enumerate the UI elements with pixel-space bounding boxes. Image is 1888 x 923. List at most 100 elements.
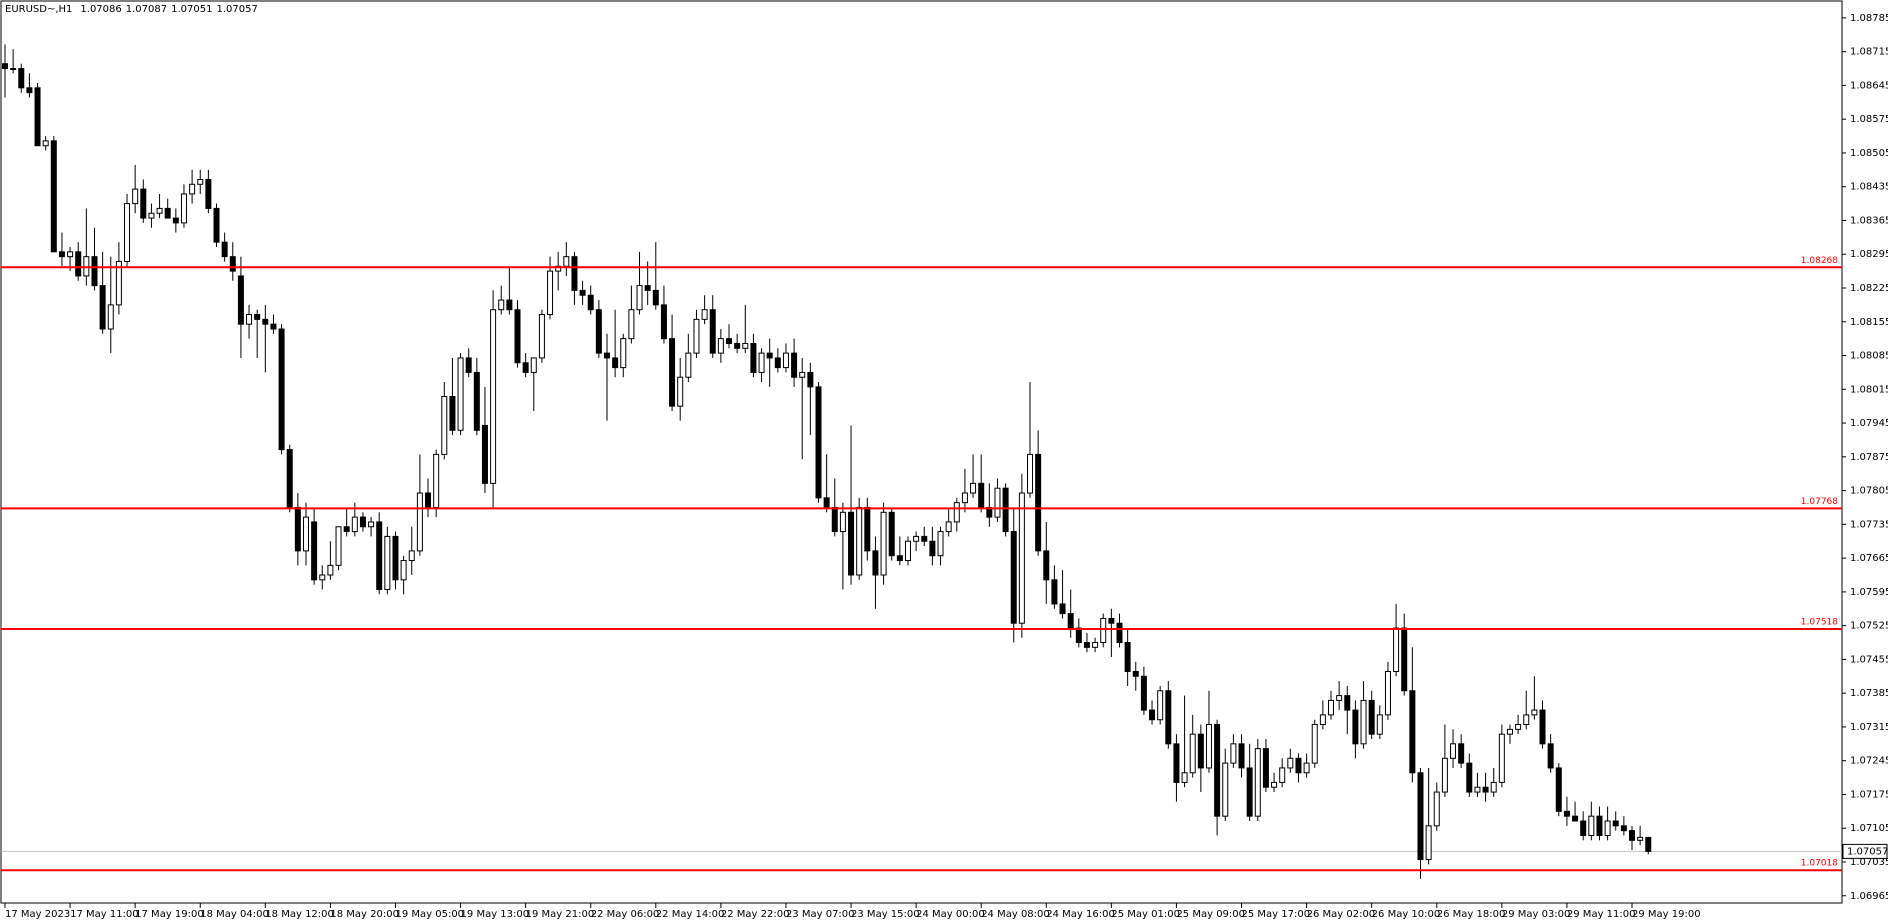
candle-body	[1010, 531, 1017, 624]
candle-body	[1433, 791, 1440, 827]
candle-body	[1181, 772, 1188, 783]
candle-body	[10, 68, 17, 71]
candle-body	[1238, 743, 1245, 769]
candle-body	[132, 188, 139, 205]
candle-body	[896, 555, 903, 562]
y-tick-label: 1.08015	[1850, 384, 1888, 395]
candle-body	[774, 357, 781, 369]
y-tick-label: 1.06965	[1850, 891, 1888, 902]
candle-body	[1271, 781, 1278, 788]
candle-body	[1319, 714, 1326, 726]
plot-frame	[0, 0, 1843, 904]
candle-body	[213, 207, 220, 243]
candle-body	[1563, 810, 1570, 817]
candle-body	[620, 338, 627, 369]
candle-body	[1246, 767, 1253, 817]
candle-body	[164, 207, 171, 219]
candle-body	[270, 323, 277, 330]
x-tick-label: 23 May 07:00	[786, 909, 855, 920]
candle-body	[961, 492, 968, 504]
candle-body	[1466, 762, 1473, 793]
candle-body	[180, 193, 187, 224]
candle-body	[799, 371, 806, 378]
candle-body	[953, 502, 960, 523]
candle-body	[701, 309, 708, 320]
candle-body	[538, 314, 545, 359]
candle-body	[490, 309, 497, 484]
candle-body	[408, 550, 415, 562]
y-tick-label: 1.07665	[1850, 553, 1888, 564]
candle-body	[1002, 487, 1009, 533]
candle-body	[246, 314, 253, 325]
candle-body	[58, 251, 65, 258]
y-tick-label: 1.07875	[1850, 452, 1888, 463]
candle-body	[1604, 820, 1611, 836]
current-price-box	[1842, 843, 1888, 859]
candle-body	[994, 487, 1001, 518]
candle-body	[848, 511, 855, 576]
x-tick-label: 19 May 05:00	[395, 909, 464, 920]
candle-body	[197, 178, 204, 185]
candle-body	[302, 516, 309, 552]
x-tick-label: 18 May 12:00	[265, 909, 334, 920]
x-tick-label: 22 May 14:00	[656, 909, 725, 920]
candle-body	[563, 256, 570, 267]
candle-body	[327, 564, 334, 576]
candle-body	[368, 521, 375, 528]
candle-body	[1140, 675, 1147, 711]
level-label: 1.07768	[1801, 497, 1838, 507]
candle-body	[1498, 733, 1505, 783]
candle-body	[669, 338, 676, 407]
candle-body	[1067, 613, 1074, 629]
candle-body	[652, 289, 659, 306]
candle-body	[1100, 617, 1107, 644]
candle-body	[628, 309, 635, 340]
level-label: 1.07018	[1801, 859, 1838, 869]
candle-body	[1051, 579, 1058, 605]
header-ohlc: 1.07057	[216, 4, 257, 15]
candle-body	[172, 217, 179, 224]
candle-body	[831, 506, 838, 533]
candle-body	[1124, 642, 1131, 672]
y-tick-label: 1.08505	[1850, 148, 1888, 159]
x-tick-label: 17 May 11:00	[70, 909, 139, 920]
candle-body	[311, 521, 318, 581]
y-tick-label: 1.07525	[1850, 621, 1888, 632]
candle-body	[99, 285, 106, 330]
candle-body	[913, 535, 920, 542]
candle-body	[693, 318, 700, 354]
candle-body	[1384, 670, 1391, 716]
candle-body	[221, 241, 228, 258]
y-tick-label: 1.08435	[1850, 182, 1888, 193]
candle-body	[1344, 695, 1351, 711]
candle-body	[1580, 820, 1587, 836]
y-tick-label: 1.07385	[1850, 688, 1888, 699]
candle-body	[156, 207, 163, 214]
x-tick-label: 29 May 19:00	[1632, 909, 1701, 920]
candle-body	[1596, 815, 1603, 836]
y-tick-label: 1.07945	[1850, 418, 1888, 429]
x-tick-label: 26 May 02:00	[1307, 909, 1376, 920]
candle-body	[1222, 762, 1229, 817]
candle-body	[782, 352, 789, 369]
y-tick-label: 1.07455	[1850, 654, 1888, 665]
candle-body	[937, 531, 944, 557]
candle-body	[1254, 748, 1261, 817]
candle-body	[766, 352, 773, 359]
candle-body	[1458, 743, 1465, 764]
candle-body	[1287, 757, 1294, 769]
candle-body	[1197, 733, 1204, 769]
candle-body	[1059, 603, 1066, 615]
x-tick-label: 29 May 11:00	[1567, 909, 1636, 920]
candle-body	[709, 309, 716, 354]
candle-body	[75, 251, 82, 277]
candle-body	[1043, 550, 1050, 581]
candle-body	[888, 511, 895, 557]
candle-body	[319, 574, 326, 581]
header-ohlc: 1.07051	[171, 4, 212, 15]
candle-body	[351, 516, 358, 533]
y-tick-label: 1.07105	[1850, 823, 1888, 834]
x-tick-label: 26 May 18:00	[1437, 909, 1506, 920]
candle-body	[91, 256, 98, 287]
candle-body	[1205, 724, 1212, 769]
